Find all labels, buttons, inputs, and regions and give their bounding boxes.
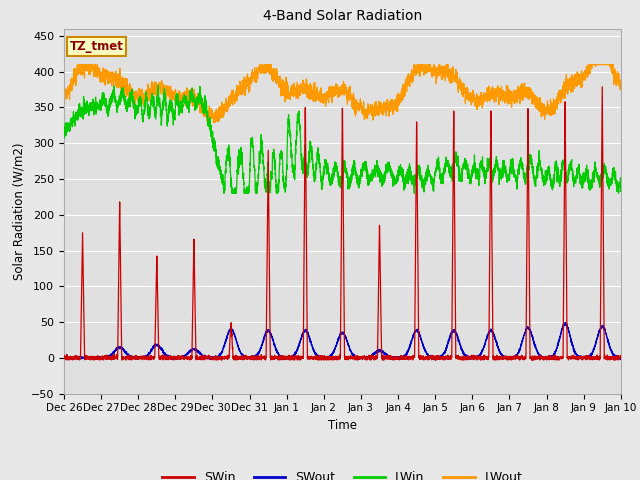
Legend: SWin, SWout, LWin, LWout: SWin, SWout, LWin, LWout: [157, 467, 527, 480]
Text: TZ_tmet: TZ_tmet: [70, 40, 124, 53]
Y-axis label: Solar Radiation (W/m2): Solar Radiation (W/m2): [12, 143, 26, 280]
X-axis label: Time: Time: [328, 419, 357, 432]
Title: 4-Band Solar Radiation: 4-Band Solar Radiation: [263, 10, 422, 24]
